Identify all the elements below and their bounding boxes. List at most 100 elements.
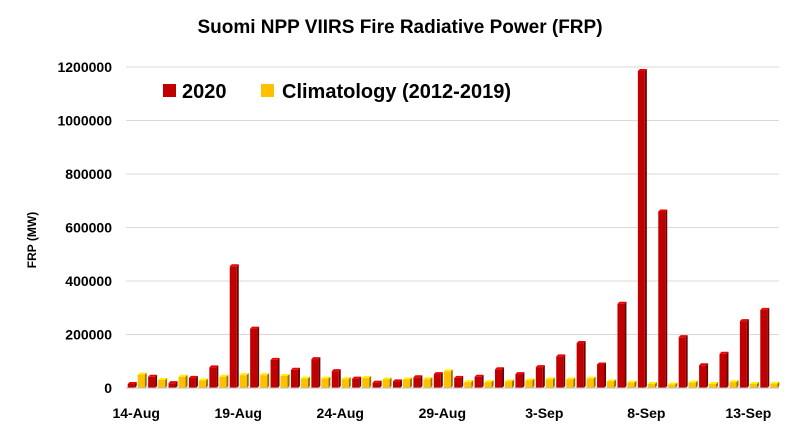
bar-side [267, 373, 270, 388]
bar-climatology [341, 377, 351, 388]
bar-climatology [729, 380, 739, 388]
bar-front [627, 382, 635, 388]
legend: 2020 Climatology (2012-2019) [163, 81, 511, 103]
bar-front [545, 379, 553, 388]
bar-top [250, 326, 260, 329]
bar-side [583, 341, 586, 388]
bar-side [491, 380, 494, 388]
bar-front [474, 376, 482, 388]
bar-top [576, 341, 586, 344]
bar-front [352, 378, 360, 388]
bar-side [307, 376, 310, 388]
bar-top [280, 373, 290, 376]
bar-2020 [739, 319, 749, 388]
bar-front [300, 378, 308, 388]
bar-front [341, 379, 349, 388]
bars [127, 69, 780, 388]
bar-top [505, 379, 515, 382]
bar-side [155, 374, 158, 388]
bar-front [719, 353, 727, 388]
bar-side [257, 326, 260, 388]
bar-2020 [209, 365, 219, 388]
bar-2020 [168, 381, 178, 388]
bar-front [586, 378, 594, 388]
bar-2020 [352, 376, 362, 388]
bar-front [688, 382, 696, 388]
bar-side [716, 381, 719, 388]
bar-top [699, 363, 709, 366]
bar-front [637, 71, 645, 388]
bar-front [137, 374, 145, 388]
bar-2020 [658, 209, 668, 388]
bar-2020 [760, 307, 770, 388]
bar-2020 [148, 374, 158, 388]
bar-front [219, 376, 227, 388]
x-tick-label: 24-Aug [317, 405, 364, 421]
y-tick-label: 600000 [65, 220, 112, 236]
bar-front [760, 309, 768, 388]
bar-side [409, 377, 412, 388]
bar-top [188, 375, 198, 378]
y-tick-label: 1000000 [57, 113, 112, 129]
bar-2020 [413, 375, 423, 388]
bar-side [695, 380, 698, 388]
bar-side [226, 374, 229, 388]
bar-side [726, 351, 729, 388]
bar-climatology [382, 377, 392, 388]
bar-top [688, 380, 698, 383]
bar-side [338, 369, 341, 388]
bar-top [239, 373, 249, 376]
bar-side [277, 357, 280, 388]
bar-side [604, 362, 607, 388]
bar-front [505, 381, 513, 388]
bar-front [260, 375, 268, 388]
bar-front [158, 379, 166, 388]
bar-front [597, 364, 605, 388]
bar-climatology [647, 381, 657, 388]
bar-front [148, 376, 156, 388]
bar-side [777, 381, 780, 388]
bar-side [379, 380, 382, 388]
bar-top [392, 379, 402, 382]
bar-side [593, 376, 596, 388]
bar-front [331, 371, 339, 388]
bar-top [137, 372, 147, 375]
bar-side [471, 380, 474, 388]
x-tick-label: 13-Sep [725, 405, 771, 421]
x-tick-label: 8-Sep [627, 405, 665, 421]
bar-top [535, 365, 545, 368]
bar-top [311, 357, 321, 360]
bar-climatology [321, 376, 331, 388]
chart-title: Suomi NPP VIIRS Fire Radiative Power (FR… [197, 17, 602, 38]
bar-front [658, 211, 666, 388]
bar-climatology [423, 377, 433, 388]
bar-climatology [505, 379, 515, 388]
bar-top [647, 381, 657, 384]
x-axis-tick-labels: 14-Aug 19-Aug 24-Aug 29-Aug 3-Sep 8-Sep 13-Sep [112, 405, 771, 421]
bar-side [502, 367, 505, 388]
bar-top [739, 319, 749, 322]
bar-front [168, 383, 176, 388]
bar-climatology [709, 381, 719, 388]
bar-side [450, 369, 453, 388]
bar-side [195, 375, 198, 388]
bar-2020 [617, 301, 627, 388]
bar-climatology [178, 374, 188, 388]
bar-front [382, 379, 390, 388]
bar-2020 [699, 363, 709, 388]
bar-front [127, 383, 135, 388]
bar-front [535, 367, 543, 388]
bar-2020 [597, 362, 607, 388]
bar-top [290, 367, 300, 370]
bar-top [321, 376, 331, 379]
bar-side [573, 377, 576, 388]
bar-climatology [443, 369, 453, 388]
bar-top [658, 209, 668, 212]
bar-climatology [586, 376, 596, 388]
bar-side [246, 373, 249, 388]
bar-side [665, 209, 668, 388]
bar-side [634, 380, 637, 388]
y-tick-label: 0 [104, 380, 112, 396]
bar-top [627, 380, 637, 383]
bar-side [216, 365, 219, 388]
